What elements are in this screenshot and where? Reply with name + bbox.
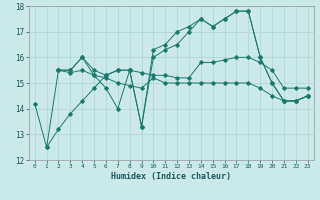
X-axis label: Humidex (Indice chaleur): Humidex (Indice chaleur) bbox=[111, 172, 231, 181]
